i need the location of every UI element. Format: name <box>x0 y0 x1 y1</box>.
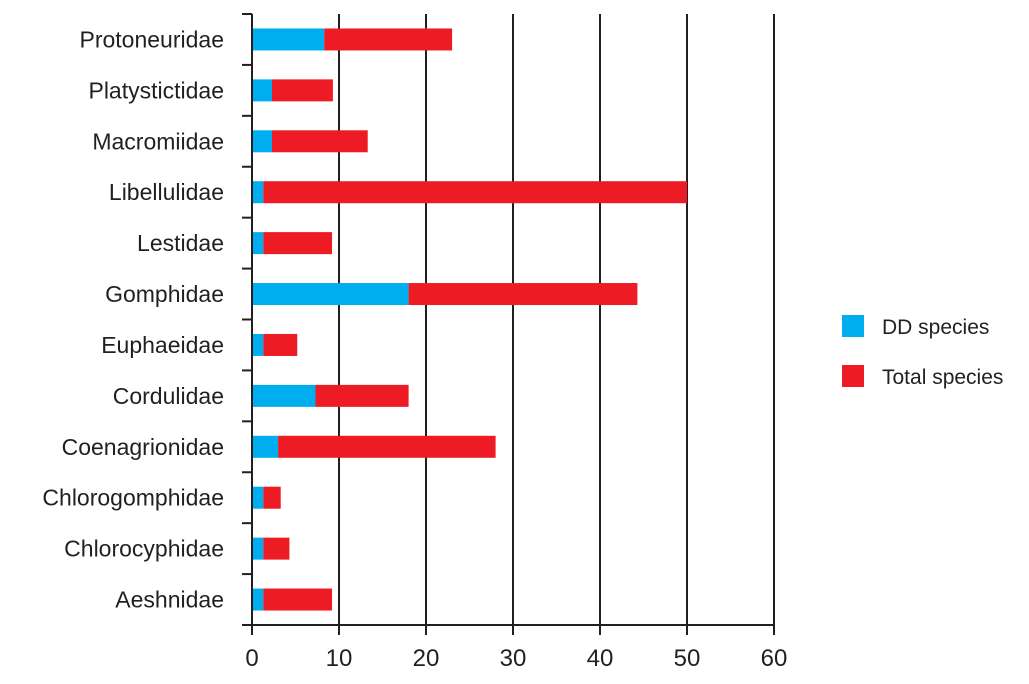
x-tick-label: 60 <box>761 645 788 672</box>
bar-total-species <box>263 588 333 611</box>
legend-swatch <box>842 315 864 337</box>
bar-total-species <box>272 130 368 153</box>
category-label: Lestidae <box>137 230 224 256</box>
x-tick-label: 10 <box>326 645 353 672</box>
bar-total-species <box>315 384 409 407</box>
category-label: Chlorogomphidae <box>42 485 224 511</box>
bar-total-species <box>263 333 298 356</box>
bar-dd-species <box>252 28 325 51</box>
bar-dd-species <box>252 435 279 458</box>
bar-total-species <box>278 435 496 458</box>
category-label: Libellulidae <box>109 179 224 205</box>
category-label: Aeshnidae <box>115 587 224 613</box>
x-tick-label: 40 <box>587 645 614 672</box>
axes <box>242 13 775 635</box>
legend-swatch <box>842 365 864 387</box>
bar-dd-species <box>252 486 264 509</box>
bars <box>252 28 687 611</box>
tick-labels: 0 10 20 30 40 50 60 <box>245 645 787 672</box>
bar-dd-species <box>252 79 273 102</box>
bar-dd-species <box>252 130 273 153</box>
bar-total-species <box>263 537 290 560</box>
category-label: Chlorocyphidae <box>64 536 224 562</box>
legend-label: Total species <box>882 366 1003 389</box>
category-label: Platystictidae <box>88 77 224 103</box>
legend: DD species Total species <box>842 315 1003 389</box>
bar-dd-species <box>252 333 264 356</box>
bar-dd-species <box>252 232 264 255</box>
bar-total-species <box>408 283 638 306</box>
category-label: Macromiidae <box>92 128 224 154</box>
bar-total-species <box>263 232 333 255</box>
category-label: Gomphidae <box>105 281 224 307</box>
bar-total-species <box>263 486 281 509</box>
category-label: Protoneuridae <box>80 26 225 52</box>
bar-total-species <box>324 28 453 51</box>
bar-total-species <box>272 79 333 102</box>
bar-dd-species <box>252 181 264 204</box>
x-tick-label: 20 <box>413 645 440 672</box>
x-tick-label: 0 <box>245 645 258 672</box>
category-label: Coenagrionidae <box>62 434 224 460</box>
category-label: Cordulidae <box>113 383 224 409</box>
bar-dd-species <box>252 384 316 407</box>
bar-dd-species <box>252 283 409 306</box>
category-labels: Protoneuridae Platystictidae Macromiidae Li… <box>42 26 224 612</box>
gridlines <box>338 14 775 625</box>
category-label: Euphaeidae <box>101 332 224 358</box>
bar-dd-species <box>252 588 264 611</box>
bar-total-species <box>263 181 687 204</box>
legend-label: DD species <box>882 316 989 339</box>
x-tick-label: 30 <box>500 645 527 672</box>
bar-dd-species <box>252 537 264 560</box>
x-tick-label: 50 <box>674 645 701 672</box>
